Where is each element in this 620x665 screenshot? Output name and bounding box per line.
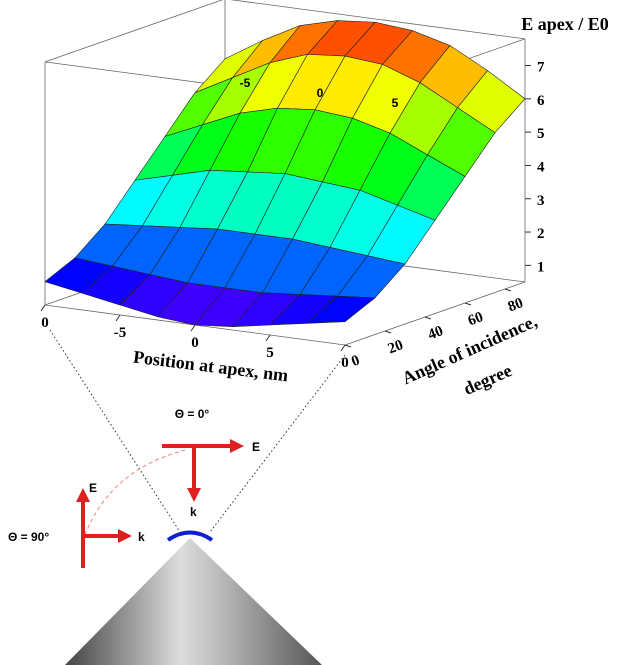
x-tick	[115, 314, 121, 322]
box-edge	[44, 0, 224, 63]
x-tick	[340, 344, 346, 352]
theta-90: E	[89, 481, 97, 495]
x-tick-label: 0	[41, 315, 49, 331]
y-tick	[384, 330, 392, 334]
y-tick-label: 60	[466, 309, 486, 329]
x-tick-label: -5	[114, 325, 127, 341]
x-tick-label: 0	[341, 355, 349, 371]
z-tick-label: 7	[537, 60, 545, 76]
z-tick-label: 5	[537, 126, 545, 142]
x-tick	[190, 324, 196, 332]
y-tick	[464, 302, 472, 306]
theta-90: Θ = 90°	[8, 530, 49, 544]
guide-line	[49, 329, 181, 533]
x-top-tick-label: 5	[392, 96, 399, 110]
arrows	[76, 439, 244, 568]
z-tick-label: 2	[537, 226, 545, 242]
y-tick	[344, 344, 352, 348]
x-tick	[265, 334, 271, 342]
theta-0: Θ = 0°	[175, 407, 210, 421]
z-tick-label: 6	[537, 93, 545, 109]
guide-line	[209, 354, 346, 533]
surface-patch	[306, 295, 376, 324]
y-tick-label: 80	[506, 295, 526, 315]
box-edge	[344, 281, 526, 346]
z-tick-label: 4	[537, 159, 545, 175]
y-tick	[504, 288, 512, 292]
apex-arc	[166, 530, 214, 542]
x-tick-label: 5	[266, 345, 274, 361]
diagram: Θ = 0° E k E Θ = 90° k	[8, 329, 346, 665]
x-tick-label: 0	[191, 335, 199, 351]
e-label: E	[252, 440, 260, 454]
z-tick-label: 3	[537, 193, 545, 209]
x-tick	[40, 304, 46, 312]
tip-cone	[65, 538, 322, 665]
k-label: k	[138, 530, 145, 544]
y-axis-title: degree	[460, 360, 514, 399]
y-tick	[424, 316, 432, 320]
y-tick-label: 0	[349, 352, 362, 370]
z-tick-label: 1	[537, 259, 545, 275]
box-edge	[230, 0, 526, 40]
k-label: k	[190, 505, 197, 519]
x-top-tick-label: -5	[240, 76, 251, 90]
rotation-arc	[84, 449, 186, 536]
x-top-tick-label: 0	[317, 86, 324, 100]
y-tick-label: 20	[386, 337, 406, 357]
y-tick-label: 40	[426, 323, 446, 343]
z-axis-title: E apex / E0	[521, 14, 609, 34]
